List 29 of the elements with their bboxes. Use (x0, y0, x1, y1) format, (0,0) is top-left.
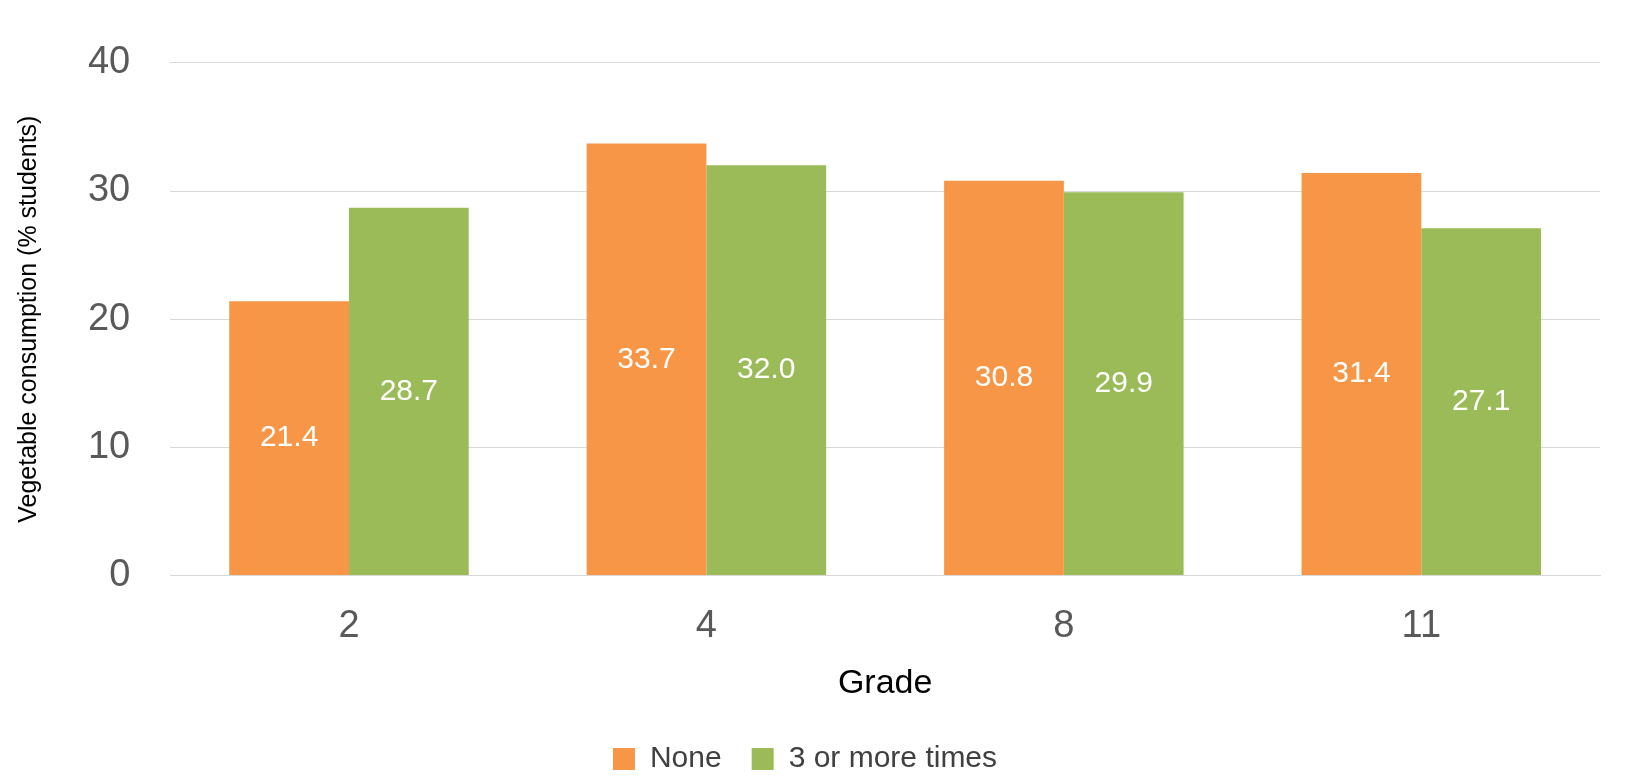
data-label: 28.7 (379, 372, 439, 406)
legend-label: 3 or more times (788, 740, 998, 774)
x-tick-label: 4 (695, 602, 717, 645)
x-tick-label: 8 (1053, 602, 1075, 645)
y-tick-label: 20 (87, 295, 131, 338)
y-tick-label: 30 (87, 167, 131, 210)
bar (586, 143, 707, 576)
bar (348, 207, 469, 576)
bar (944, 180, 1064, 576)
y-tick-label: 0 (109, 552, 131, 595)
data-label: 30.8 (974, 359, 1034, 393)
data-label: 27.1 (1451, 382, 1511, 416)
x-tick-label: 11 (1401, 602, 1442, 645)
x-axis-title: Grade (837, 661, 933, 700)
data-label: 32.0 (737, 351, 796, 385)
data-label: 31.4 (1332, 355, 1391, 389)
bar (229, 301, 349, 576)
x-tick-label: 2 (338, 602, 360, 645)
y-tick-label: 10 (87, 423, 131, 466)
data-label: 29.9 (1094, 364, 1153, 398)
bar (1421, 228, 1542, 576)
legend-label: None (649, 740, 722, 774)
bar (1063, 192, 1184, 576)
y-axis-title: Vegetable consumption (% students) (12, 115, 41, 523)
data-label: 21.4 (259, 419, 319, 453)
bar (1301, 173, 1422, 576)
bar (706, 165, 827, 576)
data-label: 33.7 (617, 340, 676, 374)
y-tick-label: 40 (87, 39, 131, 82)
